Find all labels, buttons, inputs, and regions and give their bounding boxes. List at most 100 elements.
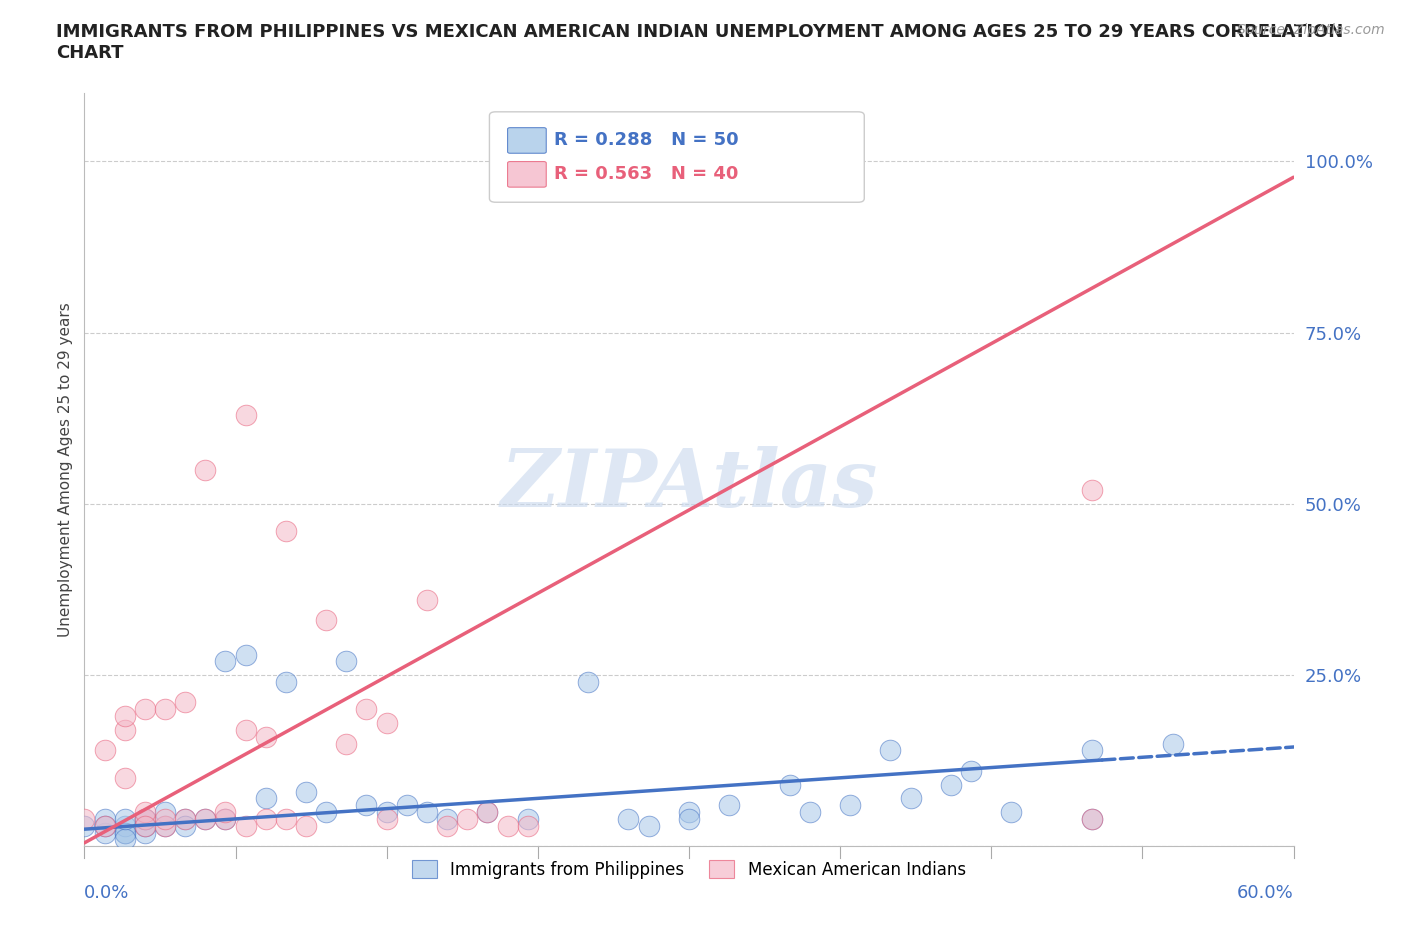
Point: [114, 825, 136, 840]
Point: [416, 804, 439, 819]
Point: [153, 804, 176, 819]
Point: [235, 647, 257, 662]
Point: [375, 715, 398, 730]
Point: [315, 804, 337, 819]
Point: [114, 709, 136, 724]
Point: [516, 818, 538, 833]
Point: [114, 770, 136, 785]
Point: [436, 818, 458, 833]
Point: [879, 743, 901, 758]
Point: [93, 743, 115, 758]
Legend: Immigrants from Philippines, Mexican American Indians: Immigrants from Philippines, Mexican Ame…: [404, 852, 974, 887]
Point: [335, 654, 357, 669]
Point: [274, 812, 297, 827]
Point: [678, 804, 700, 819]
Text: 60.0%: 60.0%: [1237, 884, 1294, 902]
Point: [1081, 743, 1104, 758]
Text: ZIPAtlas: ZIPAtlas: [501, 446, 877, 524]
Point: [1081, 812, 1104, 827]
FancyBboxPatch shape: [489, 112, 865, 202]
Point: [516, 812, 538, 827]
Point: [939, 777, 962, 792]
Point: [678, 812, 700, 827]
Point: [254, 790, 277, 805]
Point: [114, 812, 136, 827]
Point: [194, 812, 217, 827]
Point: [214, 812, 236, 827]
Point: [134, 812, 156, 827]
Point: [254, 729, 277, 744]
Point: [73, 812, 96, 827]
Point: [295, 784, 318, 799]
Point: [900, 790, 922, 805]
Point: [395, 798, 418, 813]
Point: [134, 812, 156, 827]
Point: [214, 804, 236, 819]
Point: [496, 818, 519, 833]
Point: [93, 812, 115, 827]
Point: [637, 818, 659, 833]
Point: [274, 674, 297, 689]
Point: [456, 812, 478, 827]
Point: [93, 818, 115, 833]
Point: [235, 723, 257, 737]
FancyBboxPatch shape: [508, 127, 547, 153]
FancyBboxPatch shape: [508, 162, 547, 187]
Point: [174, 812, 197, 827]
Point: [235, 407, 257, 422]
Point: [1161, 737, 1184, 751]
Y-axis label: Unemployment Among Ages 25 to 29 years: Unemployment Among Ages 25 to 29 years: [58, 302, 73, 637]
Point: [134, 702, 156, 717]
Point: [134, 804, 156, 819]
Point: [153, 818, 176, 833]
Point: [799, 804, 821, 819]
Point: [356, 702, 378, 717]
Point: [73, 818, 96, 833]
Point: [1081, 812, 1104, 827]
Point: [114, 818, 136, 833]
Point: [134, 812, 156, 827]
Point: [718, 798, 741, 813]
Point: [576, 674, 599, 689]
Point: [174, 812, 197, 827]
Point: [315, 613, 337, 628]
Point: [416, 592, 439, 607]
Point: [93, 818, 115, 833]
Point: [235, 818, 257, 833]
Point: [93, 825, 115, 840]
Point: [356, 798, 378, 813]
Text: IMMIGRANTS FROM PHILIPPINES VS MEXICAN AMERICAN INDIAN UNEMPLOYMENT AMONG AGES 2: IMMIGRANTS FROM PHILIPPINES VS MEXICAN A…: [56, 23, 1344, 62]
Point: [1000, 804, 1022, 819]
Text: 0.0%: 0.0%: [84, 884, 129, 902]
Point: [214, 654, 236, 669]
Point: [779, 777, 801, 792]
Point: [114, 832, 136, 847]
Point: [214, 812, 236, 827]
Point: [194, 462, 217, 477]
Point: [375, 804, 398, 819]
Point: [174, 818, 197, 833]
Point: [617, 812, 640, 827]
Point: [477, 804, 499, 819]
Point: [134, 825, 156, 840]
Point: [134, 818, 156, 833]
Point: [153, 702, 176, 717]
Text: R = 0.288   N = 50: R = 0.288 N = 50: [554, 131, 738, 150]
Text: R = 0.563   N = 40: R = 0.563 N = 40: [554, 166, 738, 183]
Point: [134, 818, 156, 833]
Point: [194, 812, 217, 827]
Point: [436, 812, 458, 827]
Point: [174, 695, 197, 710]
Point: [114, 825, 136, 840]
Point: [153, 812, 176, 827]
Point: [839, 798, 862, 813]
Point: [295, 818, 318, 833]
Point: [274, 524, 297, 538]
Point: [114, 723, 136, 737]
Point: [1081, 483, 1104, 498]
Point: [335, 737, 357, 751]
Point: [254, 812, 277, 827]
Point: [477, 804, 499, 819]
Point: [960, 764, 983, 778]
Point: [153, 818, 176, 833]
